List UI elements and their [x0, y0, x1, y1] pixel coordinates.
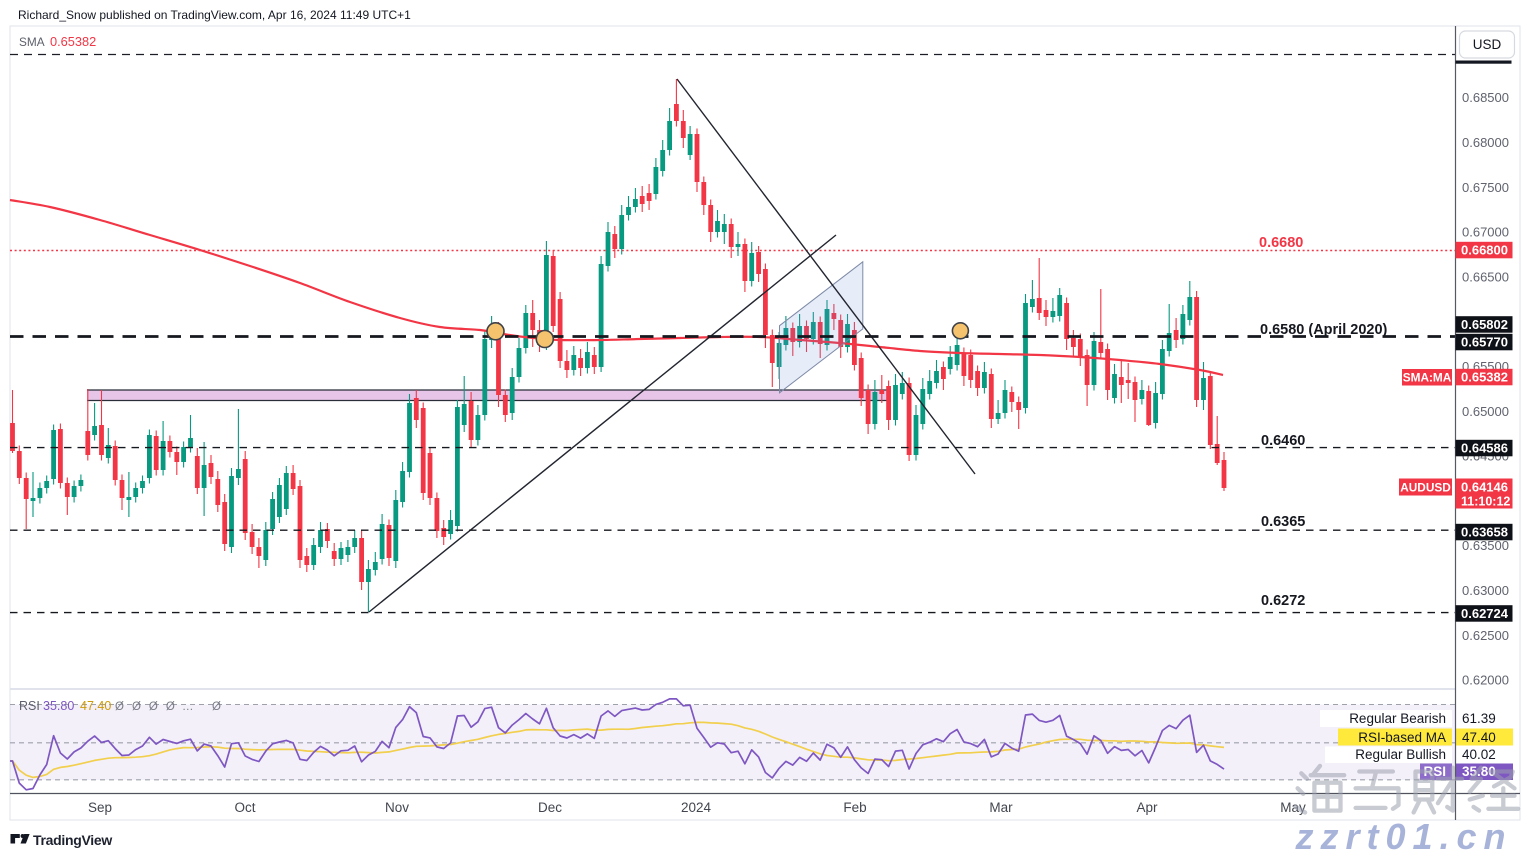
svg-text:40.02: 40.02: [1462, 747, 1496, 762]
svg-text:USD: USD: [1473, 37, 1502, 52]
svg-text:0.6365: 0.6365: [1261, 514, 1305, 530]
svg-text:0.6460: 0.6460: [1261, 433, 1305, 449]
svg-text:TradingView: TradingView: [33, 832, 112, 848]
svg-text:Ø: Ø: [212, 701, 221, 713]
svg-text:0.6272: 0.6272: [1261, 593, 1305, 609]
svg-text:RSI: RSI: [19, 699, 40, 713]
svg-text:Dec: Dec: [538, 800, 562, 815]
svg-text:0.63658: 0.63658: [1461, 525, 1508, 540]
svg-text:Oct: Oct: [234, 800, 255, 815]
svg-text:0.65000: 0.65000: [1462, 404, 1509, 419]
svg-text:Regular Bearish: Regular Bearish: [1349, 711, 1446, 726]
svg-text:0.65770: 0.65770: [1461, 335, 1508, 350]
svg-text:zzrt01.cn: zzrt01.cn: [1294, 816, 1512, 857]
svg-text:Apr: Apr: [1136, 800, 1158, 815]
svg-text:47.40: 47.40: [80, 699, 111, 713]
svg-text:…: …: [182, 701, 194, 713]
svg-text:Mar: Mar: [989, 800, 1013, 815]
svg-text:Nov: Nov: [385, 800, 409, 815]
svg-text:2024: 2024: [681, 800, 712, 815]
svg-text:0.66800: 0.66800: [1461, 243, 1508, 258]
svg-text:ØØØØ: ØØØØ: [115, 701, 183, 713]
svg-text:0.62724: 0.62724: [1461, 606, 1509, 621]
svg-text:RSI-based MA: RSI-based MA: [1358, 730, 1446, 745]
svg-text:0.67500: 0.67500: [1462, 180, 1509, 195]
svg-text:11:10:12: 11:10:12: [1461, 495, 1510, 509]
svg-text:0.63000: 0.63000: [1462, 583, 1509, 598]
svg-text:35.80: 35.80: [43, 699, 74, 713]
svg-text:RSI: RSI: [1423, 764, 1446, 779]
svg-text:0.6680: 0.6680: [1259, 235, 1303, 251]
svg-text:0.65382: 0.65382: [1461, 370, 1508, 385]
svg-text:0.64146: 0.64146: [1461, 480, 1508, 495]
svg-text:Richard_Snow published on Trad: Richard_Snow published on TradingView.co…: [18, 8, 411, 22]
svg-text:Regular Bullish: Regular Bullish: [1355, 747, 1446, 762]
svg-text:SMA: SMA: [19, 35, 45, 49]
svg-text:0.68000: 0.68000: [1462, 135, 1509, 150]
svg-text:0.63500: 0.63500: [1462, 538, 1509, 553]
svg-text:0.65802: 0.65802: [1461, 317, 1508, 332]
svg-text:0.64586: 0.64586: [1461, 441, 1508, 456]
svg-text:47.40: 47.40: [1462, 730, 1496, 745]
svg-text:0.68500: 0.68500: [1462, 90, 1509, 105]
svg-text:AUDUSD: AUDUSD: [1400, 481, 1451, 495]
svg-text:SMA:MA: SMA:MA: [1403, 371, 1452, 385]
svg-text:Feb: Feb: [843, 800, 866, 815]
svg-text:61.39: 61.39: [1462, 711, 1496, 726]
svg-text:0.67000: 0.67000: [1462, 225, 1509, 240]
svg-text:0.65382: 0.65382: [50, 34, 96, 49]
svg-text:0.6580 (April 2020): 0.6580 (April 2020): [1260, 322, 1388, 338]
svg-text:0.62000: 0.62000: [1462, 673, 1509, 688]
svg-text:0.66500: 0.66500: [1462, 269, 1509, 284]
svg-text:Sep: Sep: [88, 800, 112, 815]
svg-text:0.62500: 0.62500: [1462, 628, 1509, 643]
